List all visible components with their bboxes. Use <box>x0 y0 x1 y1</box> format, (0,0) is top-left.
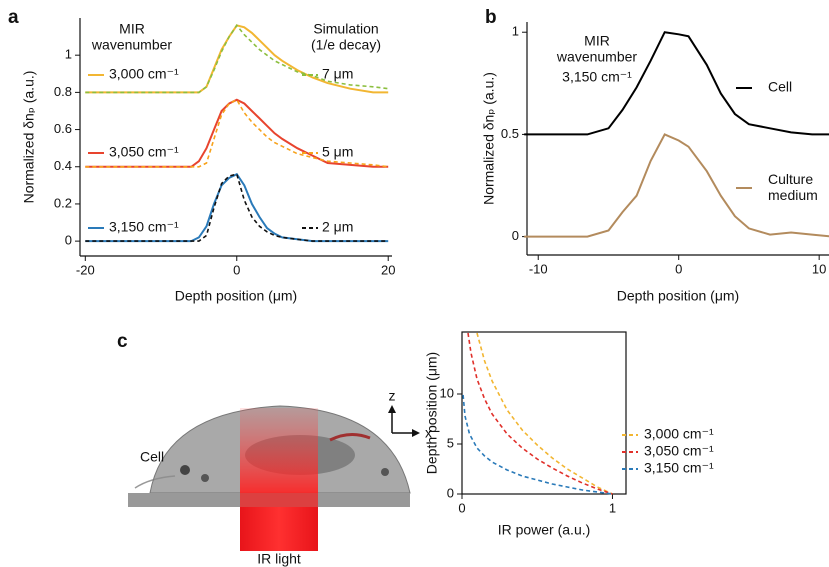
cell-label: Cell <box>140 449 164 465</box>
legend-label: Cell <box>768 79 792 95</box>
y-tick-label: 0.2 <box>54 195 72 210</box>
legend-label: 2 μm <box>322 219 353 235</box>
data-line <box>85 98 389 168</box>
legend-label: 5 μm <box>322 144 353 160</box>
organelle <box>329 433 371 442</box>
y-tick-label: 0 <box>65 233 72 248</box>
y-tick-label: 0 <box>447 485 454 500</box>
organelle <box>180 465 190 475</box>
y-tick-label: 0.8 <box>54 84 72 99</box>
panel-label: b <box>485 7 497 28</box>
legend-label: 3,050 cm⁻¹ <box>644 443 714 459</box>
data-line <box>85 24 389 94</box>
data-line <box>524 31 829 136</box>
x-tick-label: 20 <box>381 262 395 277</box>
legend-label: 3,150 cm⁻¹ <box>644 460 714 476</box>
legend-label: 3,000 cm⁻¹ <box>644 426 714 442</box>
x-axis-title: Depth position (μm) <box>175 288 297 304</box>
legend-title: MIR <box>119 21 145 37</box>
legend-label: Culture medium <box>768 171 818 203</box>
x-label: x <box>425 425 432 441</box>
x-tick-label: 0 <box>675 261 682 276</box>
ir-beam <box>240 507 318 551</box>
data-line <box>524 133 829 238</box>
y-tick-label: 0.5 <box>501 126 519 141</box>
x-tick-label: -10 <box>529 261 548 276</box>
x-tick-label: 10 <box>812 261 826 276</box>
plot-frame <box>461 331 627 495</box>
legend-label: 3,000 cm⁻¹ <box>109 66 179 82</box>
y-axis-title: Normalized δnₚ (a.u.) <box>481 72 497 205</box>
data-line <box>85 173 389 242</box>
panel-label: a <box>8 7 19 28</box>
illustration: Cell IR light z x <box>128 388 432 567</box>
organelle <box>201 474 209 482</box>
legend-title: wavenumber <box>91 37 172 53</box>
x-axis-title: IR power (a.u.) <box>498 522 591 538</box>
y-tick-label: 0.6 <box>54 121 72 136</box>
x-axis-title: Depth position (μm) <box>617 288 739 304</box>
data-line <box>476 332 613 495</box>
y-tick-label: 0 <box>512 228 519 243</box>
z-arrowhead <box>388 405 396 413</box>
x-tick-label: 0 <box>233 262 240 277</box>
x-arrowhead <box>412 429 420 437</box>
legend-title: (1/e decay) <box>311 37 381 53</box>
organelle <box>381 468 389 476</box>
data-line <box>462 394 613 495</box>
legend-label: 3,150 cm⁻¹ <box>109 219 179 235</box>
wavenumber-label: 3,150 cm⁻¹ <box>562 69 632 85</box>
y-axis-title: Depth position (μm) <box>424 352 440 474</box>
x-tick-label: -20 <box>76 262 95 277</box>
beam-in-cell <box>240 408 318 493</box>
legend-title: wavenumber <box>556 49 637 65</box>
x-tick-label: 1 <box>609 500 616 515</box>
legend-label: 3,050 cm⁻¹ <box>109 144 179 160</box>
panel-label: c <box>117 331 128 352</box>
y-tick-label: 1 <box>512 24 519 39</box>
y-tick-label: 1 <box>65 47 72 62</box>
beam-in-substrate <box>240 493 318 507</box>
beam-label: IR light <box>257 551 301 567</box>
y-tick-label: 10 <box>440 385 454 400</box>
legend-label: 7 μm <box>322 66 353 82</box>
data-line <box>467 332 613 495</box>
x-tick-label: 0 <box>458 500 465 515</box>
y-tick-label: 0.4 <box>54 158 72 173</box>
legend-title: MIR <box>584 33 610 49</box>
y-tick-label: 5 <box>447 435 454 450</box>
legend-title: Simulation <box>313 21 378 37</box>
z-label: z <box>389 388 396 404</box>
y-axis-title: Normalized δnₚ (a.u.) <box>21 71 37 204</box>
